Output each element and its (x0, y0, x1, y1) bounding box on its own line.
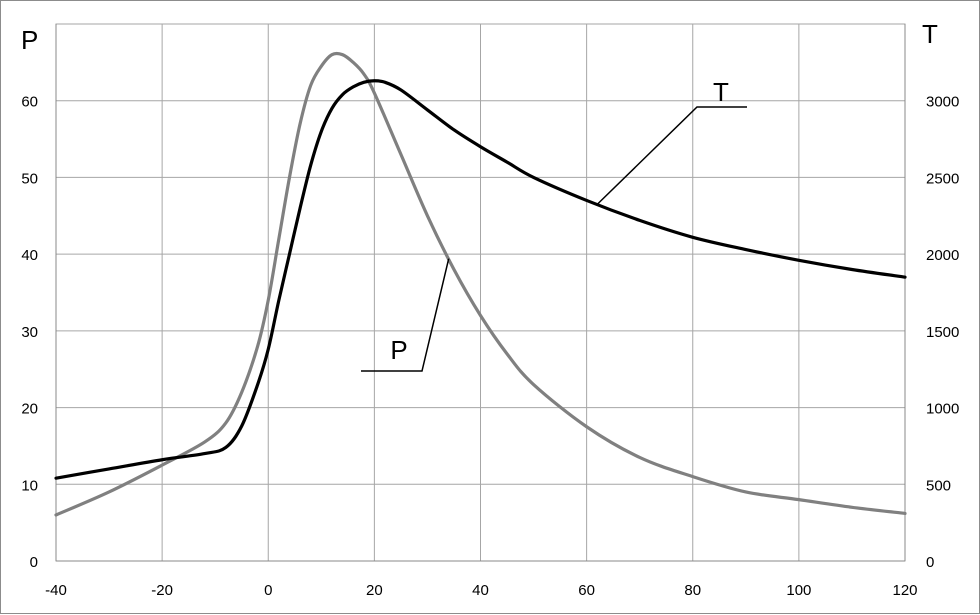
callout-leader-P (361, 258, 450, 372)
y-left-tick-label: 10 (21, 477, 38, 494)
callout-leader-T (596, 106, 747, 205)
y-left-tick-label: 50 (21, 170, 38, 187)
x-tick-label: -20 (151, 582, 173, 599)
y-right-tick-label: 1500 (926, 324, 959, 341)
y-right-tick-label: 0 (926, 554, 934, 571)
x-tick-label: 40 (472, 582, 489, 599)
x-tick-label: 60 (578, 582, 595, 599)
y-left-tick-label: 20 (21, 401, 38, 418)
x-tick-label: 120 (892, 582, 917, 599)
series-line-T (54, 79, 907, 480)
x-tick-label: 0 (264, 582, 272, 599)
grid (55, 23, 906, 562)
annotations: PT (361, 77, 747, 372)
y-right-tick-label: 3000 (926, 94, 959, 111)
x-tick-label: 80 (684, 582, 701, 599)
callout-label-T: T (713, 77, 729, 107)
x-tick-label: -40 (45, 582, 67, 599)
series-line-P (54, 51, 907, 517)
y-right-tick-label: 2000 (926, 247, 959, 264)
series-layer (54, 51, 907, 517)
tick-labels: -40 -20 0 20 40 60 80 100 120 0 10 20 30 40 50 60 0 500 10… (21, 94, 959, 599)
y-axis-left-title: P (21, 25, 38, 55)
y-left-tick-label: 30 (21, 324, 38, 341)
x-tick-label: 20 (366, 582, 383, 599)
callout-label-P: P (390, 335, 407, 365)
y-axis-right-title: T (922, 19, 938, 49)
y-right-tick-label: 1000 (926, 401, 959, 418)
y-left-tick-label: 40 (21, 247, 38, 264)
y-right-tick-label: 2500 (926, 170, 959, 187)
y-left-tick-label: 0 (30, 554, 38, 571)
y-right-tick-label: 500 (926, 477, 951, 494)
y-left-tick-label: 60 (21, 94, 38, 111)
x-tick-label: 100 (786, 582, 811, 599)
